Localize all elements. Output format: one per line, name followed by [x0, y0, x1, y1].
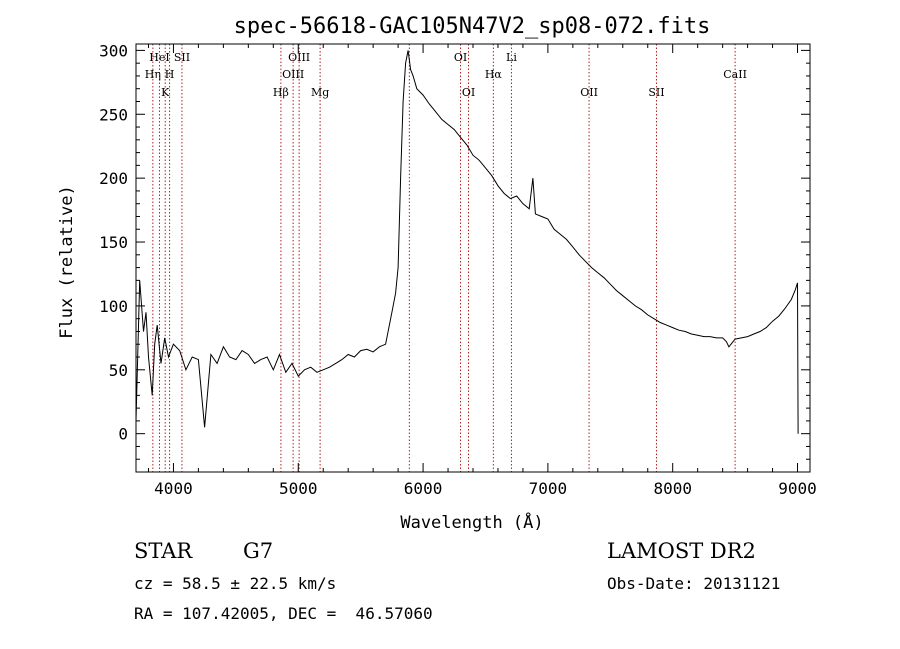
- object-class: STAR: [134, 539, 193, 563]
- x-axis-ticks: 4000 5000 6000 7000 8000 9000: [147, 44, 817, 498]
- y-tick-label: 0: [118, 425, 128, 444]
- y-tick-label: 250: [99, 105, 128, 124]
- y-tick-label: 200: [99, 169, 128, 188]
- y-axis-ticks: 0 50 100 150 200 250 300: [99, 41, 810, 460]
- line-marker-label: H: [165, 68, 175, 81]
- x-axis-label: Wavelength (Å): [400, 511, 543, 533]
- line-marker-label: Mg: [311, 86, 329, 99]
- y-tick-label: 50: [109, 361, 128, 380]
- line-marker-label: Hα: [485, 68, 503, 81]
- y-tick-label: 150: [99, 233, 128, 252]
- sky-coordinates: RA = 107.42005, DEC = 46.57060: [134, 604, 433, 623]
- redshift-velocity: cz = 58.5 ± 22.5 km/s: [134, 574, 337, 593]
- line-marker-label: Hη: [145, 68, 161, 81]
- marker-lines: [152, 44, 736, 472]
- x-tick-label: 5000: [279, 479, 318, 498]
- x-tick-label: 9000: [778, 479, 817, 498]
- line-marker-label: CaII: [723, 68, 747, 81]
- survey-name: LAMOST DR2: [607, 539, 756, 563]
- line-marker-label: OIII: [288, 51, 310, 64]
- line-marker-label: HeI: [149, 51, 169, 64]
- y-tick-label: 100: [99, 297, 128, 316]
- line-marker-label: OI: [454, 51, 467, 64]
- line-marker-label: SII: [174, 51, 190, 64]
- line-marker-label: Li: [506, 51, 517, 64]
- line-marker-label: K: [161, 86, 170, 99]
- x-tick-label: 6000: [404, 479, 443, 498]
- x-tick-label: 8000: [653, 479, 692, 498]
- y-tick-label: 300: [99, 41, 128, 60]
- line-marker-label: OII: [580, 86, 598, 99]
- plot-frame: [135, 43, 811, 473]
- line-marker-label: OIII: [282, 68, 304, 81]
- y-axis-label: Flux (relative): [57, 185, 77, 339]
- chart-title: spec-56618-GAC105N47V2_sp08-072.fits: [234, 14, 711, 39]
- observation-date: Obs-Date: 20131121: [607, 574, 781, 593]
- x-tick-label: 7000: [529, 479, 568, 498]
- line-marker-label: OI: [462, 86, 475, 99]
- spectrum-line: [135, 50, 799, 434]
- line-marker-label: SII: [648, 86, 664, 99]
- x-tick-label: 4000: [154, 479, 193, 498]
- object-subclass: G7: [243, 539, 274, 563]
- line-marker-label: Hβ: [273, 86, 289, 99]
